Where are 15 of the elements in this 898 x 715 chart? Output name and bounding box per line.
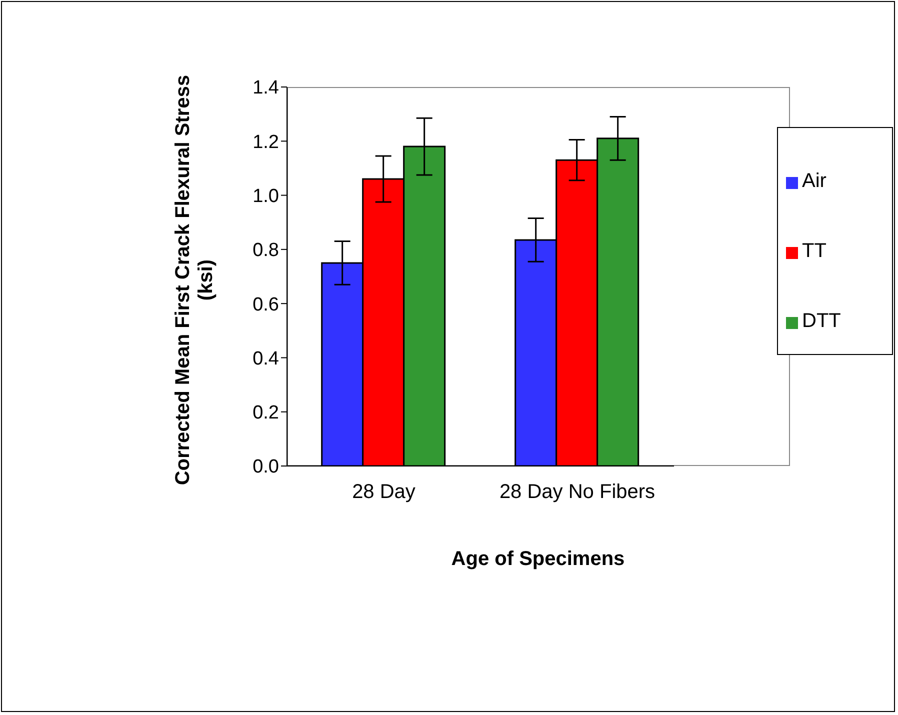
legend-label: Air xyxy=(802,170,826,192)
x-tick-label: 28 Day xyxy=(352,481,416,504)
y-tick-label: 1.4 xyxy=(252,78,280,99)
y-tick-label: 0.2 xyxy=(252,402,279,424)
legend-label: DTT xyxy=(802,310,841,332)
x-tick-label: 28 Day No Fibers xyxy=(499,481,656,504)
y-tick-label: 0.8 xyxy=(252,240,279,262)
y-tick-label: 0.0 xyxy=(252,456,279,478)
y-tick-label: 1.0 xyxy=(252,186,279,208)
y-tick-label: 1.2 xyxy=(252,132,279,153)
y-tick-label: 0.6 xyxy=(252,294,279,316)
legend-label: TT xyxy=(802,240,826,262)
y-axis-title: Corrected Mean First Crack Flexural Stress (ksi) xyxy=(172,74,218,488)
y-tick-label: 0.4 xyxy=(252,348,280,370)
x-axis-title: Age of Specimens xyxy=(450,548,626,571)
